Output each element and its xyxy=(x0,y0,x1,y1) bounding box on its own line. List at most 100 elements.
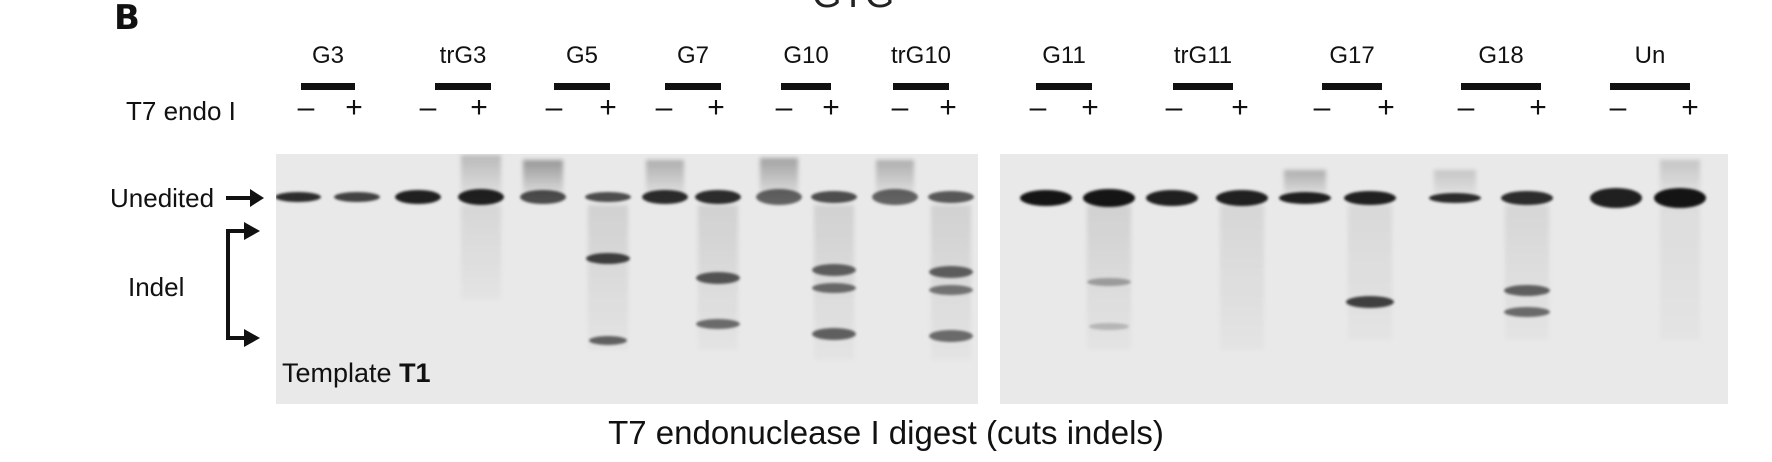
sample-bar xyxy=(1322,83,1382,90)
plus-sign: + xyxy=(707,91,725,124)
unedited-band xyxy=(1020,190,1072,206)
gel-smear xyxy=(1505,205,1549,340)
gel-smear xyxy=(523,160,563,198)
minus-sign: – xyxy=(1313,91,1331,124)
minus-sign: – xyxy=(545,91,563,124)
sample-bar xyxy=(1173,83,1233,90)
plus-sign: + xyxy=(345,91,363,124)
unedited-band xyxy=(276,192,321,202)
panel-label: B xyxy=(114,0,140,38)
figure-caption: T7 endonuclease I digest (cuts indels) xyxy=(608,414,1164,451)
gel-smear xyxy=(1660,205,1700,340)
plus-sign: + xyxy=(1529,91,1547,124)
template-label: Template T1 xyxy=(282,358,431,389)
sample-label: trG11 xyxy=(1173,42,1233,69)
sample-bar xyxy=(1610,83,1690,90)
sample-label: G18 xyxy=(1478,42,1524,69)
minus-sign: – xyxy=(655,91,673,124)
sample-label: G3 xyxy=(311,42,344,69)
indel-band xyxy=(696,319,740,329)
indel-band xyxy=(929,330,973,342)
unedited-band xyxy=(928,191,974,203)
gel-smear xyxy=(760,158,798,200)
indel-band xyxy=(1089,322,1129,330)
indel-label: Indel xyxy=(128,272,185,302)
minus-sign: – xyxy=(891,91,909,124)
indel-band xyxy=(1346,296,1394,308)
unedited-band xyxy=(1654,188,1706,208)
gel-smear xyxy=(461,155,501,200)
sample-label: G5 xyxy=(565,42,598,69)
gel-smear xyxy=(931,205,971,360)
unedited-band xyxy=(1279,192,1331,204)
gel-smear xyxy=(876,160,914,198)
unedited-band xyxy=(1146,190,1198,206)
plus-sign: + xyxy=(599,91,617,124)
indel-band xyxy=(1504,284,1550,296)
unedited-arrow-icon xyxy=(226,189,264,207)
gel-smear xyxy=(1660,160,1700,198)
unedited-band xyxy=(642,190,688,204)
unedited-band xyxy=(1501,191,1553,205)
gel-smear xyxy=(461,205,501,300)
sample-label: G10 xyxy=(783,42,829,69)
unedited-band xyxy=(458,189,504,205)
plus-sign: + xyxy=(470,91,488,124)
unedited-label: Unedited xyxy=(110,183,215,213)
template-id: T1 xyxy=(399,358,431,388)
sample-label: trG3 xyxy=(439,42,487,69)
plus-sign: + xyxy=(1681,91,1699,124)
gel-smear xyxy=(814,205,854,360)
plus-sign: + xyxy=(1377,91,1395,124)
unedited-band xyxy=(756,189,802,205)
indel-band xyxy=(586,252,630,264)
minus-sign: – xyxy=(419,91,437,124)
minus-sign: – xyxy=(1609,91,1627,124)
gel-image-right xyxy=(1000,154,1728,404)
unedited-band xyxy=(585,192,631,202)
gel-smear xyxy=(646,160,684,198)
sample-bar xyxy=(301,83,355,90)
minus-sign: – xyxy=(1165,91,1183,124)
minus-sign: – xyxy=(1457,91,1475,124)
gel-smear xyxy=(698,205,738,350)
indel-band xyxy=(589,335,627,345)
cropped-title: GTG xyxy=(812,0,894,17)
sample-label: Un xyxy=(1634,42,1666,69)
unedited-band xyxy=(1083,189,1135,207)
indel-band xyxy=(812,283,856,293)
unedited-band xyxy=(872,189,918,205)
sample-bar xyxy=(665,83,721,90)
minus-sign: – xyxy=(297,91,315,124)
template-prefix: Template xyxy=(282,358,400,388)
gel-smear xyxy=(1434,170,1476,198)
gel-smear xyxy=(1284,170,1326,198)
unedited-band xyxy=(1216,190,1268,206)
indel-band xyxy=(812,264,856,276)
gel-image-left xyxy=(276,154,978,404)
unedited-band xyxy=(334,192,380,202)
sample-label: G11 xyxy=(1042,42,1086,69)
unedited-band xyxy=(695,190,741,204)
t7-endo-row-label: T7 endo I xyxy=(126,96,236,126)
sample-bar xyxy=(435,83,491,90)
sample-bar xyxy=(1036,83,1092,90)
minus-sign: – xyxy=(775,91,793,124)
indel-band xyxy=(929,266,973,278)
unedited-band xyxy=(811,191,857,203)
sample-bar xyxy=(781,83,831,90)
plus-sign: + xyxy=(1231,91,1249,124)
unedited-band xyxy=(520,190,566,204)
unedited-band xyxy=(1590,188,1642,208)
plus-sign: + xyxy=(939,91,957,124)
unedited-band xyxy=(1429,193,1481,203)
gel-smear xyxy=(1087,205,1131,350)
sample-bar xyxy=(893,83,949,90)
indel-band xyxy=(1504,307,1550,317)
indel-band xyxy=(1087,278,1131,286)
gel-smear xyxy=(588,205,628,350)
plus-sign: + xyxy=(822,91,840,124)
gel-smear xyxy=(1220,205,1264,350)
indel-band xyxy=(696,272,740,284)
minus-sign: – xyxy=(1029,91,1047,124)
